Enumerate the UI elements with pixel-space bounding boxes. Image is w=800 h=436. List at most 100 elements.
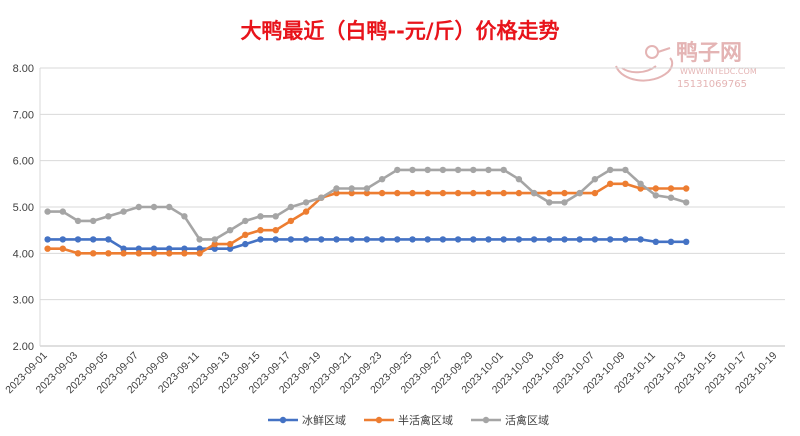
data-point <box>652 238 659 245</box>
data-point <box>120 208 127 215</box>
data-point <box>637 180 644 187</box>
duck-logo-icon <box>615 45 674 82</box>
data-point <box>211 245 218 252</box>
data-point <box>394 166 401 174</box>
legend: 冰鲜区域 半活禽区域 活禽区域 <box>268 413 549 427</box>
data-point <box>485 236 492 243</box>
data-point <box>287 217 295 225</box>
data-point <box>74 217 82 225</box>
data-point <box>135 203 142 211</box>
data-point <box>196 245 203 252</box>
data-point <box>196 236 203 243</box>
data-point <box>166 245 173 252</box>
data-point <box>683 199 690 206</box>
watermark-brand: 鸭子网 <box>676 40 742 66</box>
data-point <box>454 189 462 197</box>
data-point <box>500 189 507 197</box>
data-point <box>287 236 295 243</box>
data-point <box>500 236 507 243</box>
data-point <box>181 250 188 257</box>
data-point <box>226 240 234 248</box>
data-point <box>607 180 614 187</box>
data-point <box>591 236 599 243</box>
data-point <box>166 203 173 211</box>
legend-label: 冰鲜区域 <box>302 413 346 427</box>
data-point <box>105 250 112 257</box>
data-point <box>607 236 614 243</box>
data-point <box>44 208 51 215</box>
data-point <box>318 194 325 201</box>
data-point <box>561 236 568 243</box>
data-point <box>226 245 234 252</box>
data-point <box>576 236 583 243</box>
data-point <box>257 236 264 243</box>
data-point <box>591 176 599 183</box>
data-point <box>378 176 386 183</box>
data-point <box>424 189 431 197</box>
series-1 <box>44 236 690 252</box>
data-point <box>44 236 51 243</box>
data-point <box>546 189 553 197</box>
y-tick-label: 6.00 <box>13 156 34 168</box>
data-point <box>333 236 340 243</box>
data-point <box>637 185 644 192</box>
data-point <box>287 203 295 211</box>
data-point <box>622 166 629 174</box>
data-point <box>150 245 158 252</box>
data-point <box>150 250 158 257</box>
data-point <box>622 236 629 243</box>
data-point <box>515 189 523 197</box>
y-tick-label: 4.00 <box>13 248 34 260</box>
y-axis: 2.00 3.00 4.00 5.00 6.00 7.00 8.00 <box>13 63 34 353</box>
data-point <box>302 208 310 215</box>
data-point <box>546 236 553 243</box>
data-point <box>454 236 462 243</box>
data-point <box>166 250 173 257</box>
y-tick-label: 2.00 <box>13 341 34 353</box>
data-point <box>561 189 568 197</box>
data-point <box>302 199 310 206</box>
y-tick-label: 5.00 <box>13 202 34 214</box>
data-point <box>90 217 97 225</box>
legend-item: 半活禽区域 <box>364 413 453 427</box>
data-point <box>105 213 112 220</box>
data-point <box>378 236 386 243</box>
data-point <box>242 217 249 225</box>
legend-marker <box>279 416 287 424</box>
legend-label: 活禽区域 <box>505 413 549 427</box>
data-point <box>90 250 97 257</box>
legend-item: 冰鲜区域 <box>268 413 346 427</box>
data-point <box>454 166 462 174</box>
data-point <box>394 236 401 243</box>
data-point <box>394 189 401 197</box>
data-point <box>439 166 447 174</box>
data-point <box>318 236 325 243</box>
legend-label: 半活禽区域 <box>398 413 453 427</box>
x-axis: 2023-09-012023-09-032023-09-052023-09-07… <box>3 350 779 397</box>
data-point <box>652 185 659 192</box>
data-point <box>59 208 66 215</box>
data-point <box>272 227 279 234</box>
data-point <box>348 185 355 192</box>
data-point <box>242 231 249 238</box>
data-point <box>424 166 431 174</box>
data-point <box>135 245 142 252</box>
data-point <box>530 189 538 197</box>
series-2 <box>44 180 690 257</box>
data-point <box>272 213 279 220</box>
data-point <box>348 189 355 197</box>
data-point <box>242 240 249 248</box>
y-tick-label: 8.00 <box>13 63 34 75</box>
data-point <box>348 236 355 243</box>
data-point <box>90 236 97 243</box>
watermark: 鸭子网 WWW.INTEDC.COM 15131069765 <box>615 40 757 90</box>
data-point <box>44 245 51 252</box>
data-point <box>409 166 416 174</box>
data-point <box>196 250 203 257</box>
data-point <box>546 199 553 206</box>
data-point <box>59 236 66 243</box>
data-point <box>500 166 507 174</box>
data-point <box>607 166 614 174</box>
y-tick-label: 3.00 <box>13 295 34 307</box>
series-group <box>44 166 690 257</box>
